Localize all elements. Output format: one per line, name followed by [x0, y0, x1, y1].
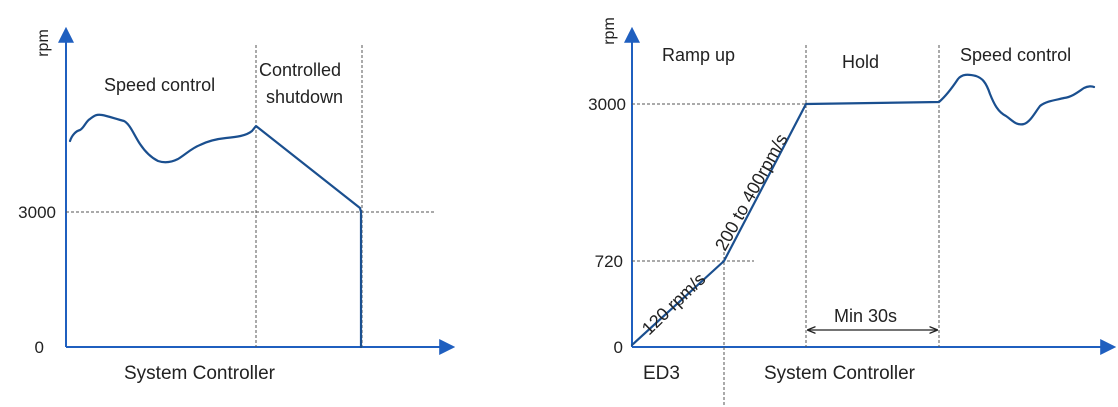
left-panel: rpm 3000 0 Speed control Controlled shut…	[18, 26, 456, 384]
right-label-speed-control: Speed control	[960, 45, 1071, 65]
right-tick-720: 720	[595, 252, 623, 271]
left-speed-curve	[68, 113, 363, 349]
left-label-speed-control: Speed control	[104, 75, 215, 95]
right-label-slope-high: 200 to 400rpm/s	[711, 130, 792, 253]
right-x-label-controller: System Controller	[764, 363, 916, 384]
right-label-slope-low: 120 rpm/s	[638, 269, 709, 339]
right-tick-3000: 3000	[588, 95, 626, 114]
right-label-ramp-up: Ramp up	[662, 45, 735, 65]
right-label-min-hold: Min 30s	[834, 306, 897, 326]
left-y-unit: rpm	[35, 29, 52, 57]
right-label-hold: Hold	[842, 52, 879, 72]
left-tick-0: 0	[35, 338, 44, 357]
left-x-label: System Controller	[124, 363, 276, 384]
right-panel: rpm 3000 720 0 Ramp up Hold Speed contro…	[588, 17, 1117, 407]
right-y-unit: rpm	[601, 17, 618, 45]
right-x-label-ed3: ED3	[643, 363, 680, 384]
left-tick-3000: 3000	[18, 203, 56, 222]
left-label-shutdown-line2: shutdown	[266, 87, 343, 107]
left-label-shutdown-line1: Controlled	[259, 60, 341, 80]
right-tick-0: 0	[614, 338, 623, 357]
right-speed-curve	[630, 73, 1096, 347]
